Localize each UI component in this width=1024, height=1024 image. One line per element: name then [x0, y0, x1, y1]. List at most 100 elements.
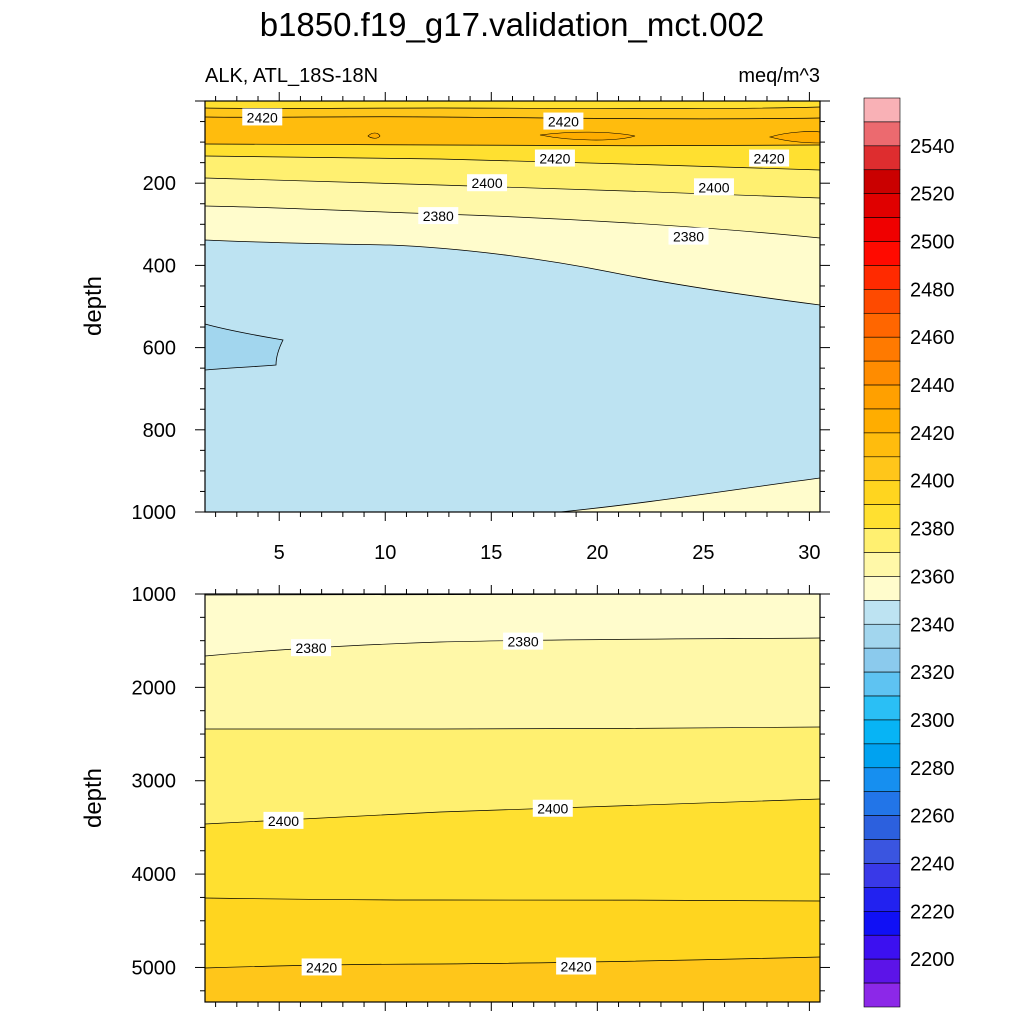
upper-patch-2430-a [539, 131, 636, 141]
colorbar-label: 2420 [910, 423, 955, 445]
colorbar-boxes [863, 97, 901, 1008]
colorbar-label: 2380 [910, 519, 955, 541]
lower-ticks [195, 585, 830, 1011]
colorbar-box [863, 480, 901, 505]
contour-label: 2400 [537, 801, 568, 817]
x-tick-label: 10 [374, 542, 396, 564]
colorbar-label: 2500 [910, 232, 955, 254]
colorbar-box [863, 528, 901, 553]
colorbar-label: 2540 [910, 136, 955, 158]
colorbar-box [863, 193, 901, 218]
colorbar-box [863, 504, 901, 529]
contour-label: 2380 [673, 229, 704, 245]
contour-label-box [418, 207, 459, 225]
y-tick-label: 2000 [132, 677, 177, 699]
contour-label-box [668, 227, 709, 245]
contour-label-box [242, 108, 283, 126]
chart-title: b1850.f19_g17.validation_mct.002 [260, 6, 765, 43]
upper-ticks [195, 92, 830, 521]
colorbar-box [863, 408, 901, 434]
colorbar-label: 2320 [910, 662, 955, 684]
colorbar-box [863, 623, 901, 649]
colorbar-box [863, 791, 901, 816]
colorbar-label: 2260 [910, 806, 955, 828]
colorbar-box [863, 97, 901, 123]
contour-label-box [749, 149, 790, 167]
colorbar-box [863, 217, 901, 242]
upper-fill-2360 [204, 239, 821, 513]
lower-y-tick-labels: 1000 2000 3000 4000 5000 [132, 584, 177, 979]
contour-label-box [543, 112, 584, 130]
variable-label: ALK, ATL_18S-18N [205, 65, 378, 87]
colorbar-label: 2200 [910, 949, 955, 971]
colorbar-label: 2340 [910, 614, 955, 636]
x-tick-label: 15 [480, 542, 502, 564]
lower-panel: 1000 2000 3000 4000 5000 2380 2380 2400 2400 242… [80, 584, 830, 1011]
colorbar-label: 2300 [910, 710, 955, 732]
colorbar-label: 2360 [910, 566, 955, 588]
colorbar-box [863, 671, 901, 697]
y-tick-label: 200 [143, 173, 176, 195]
lower-fill-2420 [205, 957, 820, 1002]
colorbar-box [863, 600, 901, 625]
colorbar-box [863, 982, 901, 1008]
colorbar-box [863, 839, 901, 864]
lower-fill-2370 [205, 594, 820, 656]
lower-contour-labels: 2380 2380 2400 2400 2420 2420 [263, 632, 597, 976]
colorbar-box [863, 743, 901, 769]
upper-x-tick-labels: 5 10 15 20 25 30 [274, 542, 821, 564]
upper-patch-2430-c [367, 132, 381, 139]
colorbar-box [863, 863, 901, 888]
colorbar-box [863, 552, 901, 577]
contour-label: 2400 [268, 813, 299, 829]
x-tick-label: 25 [692, 542, 714, 564]
units-label: meq/m^3 [738, 65, 820, 87]
upper-y-tick-labels: 200 400 600 800 1000 [132, 173, 177, 524]
y-tick-label: 1000 [132, 502, 177, 524]
x-tick-label: 20 [586, 542, 608, 564]
contour-label-box [263, 811, 304, 829]
contour-label-box [503, 632, 544, 650]
colorbar-box [863, 958, 901, 984]
colorbar-box [863, 767, 901, 793]
colorbar-box [863, 241, 901, 266]
colorbar-box [863, 169, 901, 194]
x-tick-label: 5 [274, 542, 285, 564]
colorbar-box [863, 456, 901, 482]
contour-label-box [301, 958, 342, 976]
colorbar-box [863, 289, 901, 314]
y-tick-label: 600 [143, 338, 176, 360]
colorbar-label: 2520 [910, 184, 955, 206]
colorbar-box [863, 934, 901, 960]
colorbar-box [863, 121, 901, 147]
colorbar-box [863, 887, 901, 912]
lower-y-axis-label: depth [80, 768, 107, 828]
y-tick-label: 400 [143, 255, 176, 277]
y-tick-label: 3000 [132, 771, 177, 793]
colorbar-box [863, 265, 901, 290]
colorbar-label: 2480 [910, 279, 955, 301]
colorbar-labels: 2540 2520 2500 2480 2460 2440 2420 2400 2380 2360… [910, 136, 955, 971]
colorbar-box [863, 384, 901, 410]
colorbar-label: 2460 [910, 327, 955, 349]
contour-label: 2420 [548, 114, 579, 130]
colorbar-box [863, 336, 901, 362]
contour-label: 2420 [306, 959, 337, 975]
y-tick-label: 1000 [132, 584, 177, 606]
contour-label-box [693, 178, 734, 196]
contour-label: 2380 [295, 640, 326, 656]
upper-fill-2410-top [205, 101, 820, 109]
contour-label-box [534, 149, 575, 167]
y-tick-label: 4000 [132, 864, 177, 886]
colorbar-label: 2240 [910, 853, 955, 875]
contour-label: 2420 [561, 959, 592, 975]
x-tick-label: 30 [798, 542, 820, 564]
colorbar-box [863, 695, 901, 721]
colorbar-box [863, 312, 901, 338]
colorbar-label: 2440 [910, 375, 955, 397]
colorbar: 2540 2520 2500 2480 2460 2440 2420 2400 2380 2360… [863, 97, 955, 1008]
y-tick-label: 5000 [132, 957, 177, 979]
contour-label: 2400 [471, 175, 502, 191]
contour-label: 2420 [539, 151, 570, 167]
